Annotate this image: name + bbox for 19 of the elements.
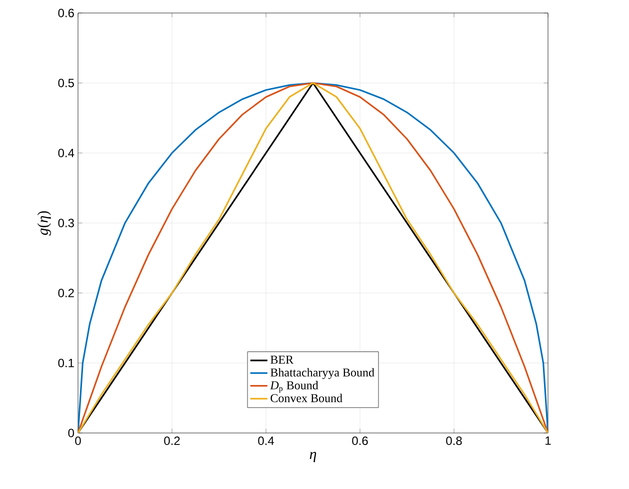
legend-label: Bhattacharyya Bound [270, 368, 374, 380]
y-tick-label: 0.1 [58, 358, 74, 368]
y-tick-label: 0.2 [58, 288, 74, 298]
x-tick-label: 0.2 [164, 436, 180, 446]
legend-label: D$_{p}$ Bound [270, 380, 318, 393]
x-tick-label: 0.6 [352, 436, 368, 446]
y-tick-label: 0 [68, 428, 74, 438]
x-tick-label: 1 [546, 436, 551, 445]
y-axis-title: g(η) [37, 211, 51, 236]
x-tick-label: 0 [75, 436, 81, 446]
legend-label: Convex Bound [270, 394, 342, 402]
y-tick-label: 0.3 [58, 218, 74, 228]
legend-label: BER [270, 356, 294, 364]
x-tick-label: 0.8 [446, 436, 462, 446]
y-tick-label: 0.4 [58, 148, 74, 158]
y-tick-label: 0.6 [58, 8, 74, 18]
x-axis-title: η [310, 452, 316, 462]
y-tick-label: 0.5 [58, 78, 74, 88]
x-tick-label: 0.4 [258, 436, 274, 446]
